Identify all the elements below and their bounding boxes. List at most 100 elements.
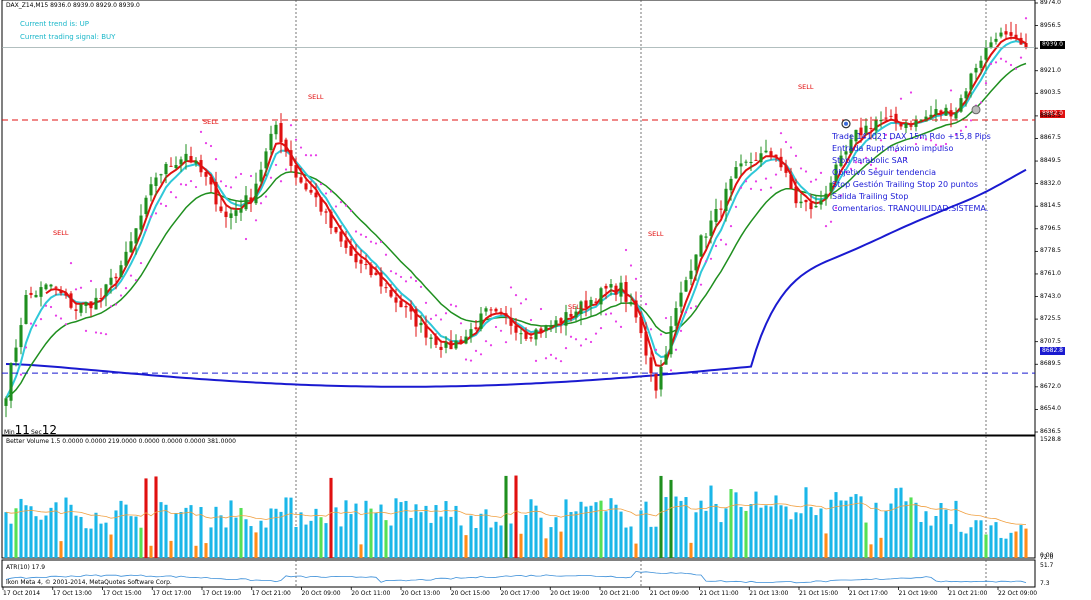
candle-body (89, 301, 93, 309)
candle-body (844, 151, 848, 155)
candle-body (864, 125, 868, 133)
sar-dot (204, 142, 208, 145)
candle-body (339, 231, 343, 242)
note-line: Trade 141021 DAX 15m Rdo +15,8 Pips (832, 132, 991, 141)
sar-dot (159, 202, 163, 205)
sar-dot (789, 146, 793, 149)
volume-bar (929, 525, 933, 558)
volume-bar (179, 511, 183, 558)
volume-bar (864, 522, 868, 558)
sar-dot (364, 235, 368, 239)
volume-bar (69, 504, 73, 558)
candle-body (639, 316, 643, 334)
volume-bar (869, 544, 873, 558)
blue-level-tag: 8682.8 (1040, 347, 1065, 355)
time-tick-label: 17 Oct 19:00 (202, 590, 242, 597)
sar-dot (469, 359, 473, 362)
price-tick-label: 8778.5 (1040, 247, 1061, 255)
volume-bar (1009, 532, 1013, 558)
volume-bar (114, 510, 118, 558)
volume-bar (439, 516, 443, 558)
note-line: Salida Trailing Stop (832, 192, 909, 201)
sar-dot (334, 205, 338, 208)
candle-body (479, 313, 483, 329)
time-tick-label: 20 Oct 17:00 (500, 590, 540, 597)
volume-bar (784, 506, 788, 558)
candle-body (884, 117, 888, 119)
volume-bar (564, 499, 568, 558)
candle-body (889, 115, 893, 117)
volume-bar (744, 510, 748, 558)
candle-body (129, 241, 133, 253)
candle-body (774, 154, 778, 158)
candle-body (464, 336, 468, 344)
sar-dot (809, 180, 813, 183)
volume-bar (49, 507, 53, 558)
price-tick-label: 8689.5 (1040, 360, 1061, 368)
candle-body (514, 325, 518, 333)
volume-bar (249, 526, 253, 558)
sar-dot (564, 347, 568, 350)
volume-bar (459, 525, 463, 558)
sar-dot (499, 329, 503, 332)
volume-bar (709, 485, 713, 558)
volume-bar (444, 501, 448, 558)
sar-dot (219, 180, 223, 183)
candle-body (134, 228, 138, 244)
volume-bar (79, 516, 83, 558)
candle-body (759, 153, 763, 163)
sar-dot (79, 286, 83, 289)
candle-body (319, 197, 323, 212)
sar-dot (404, 280, 408, 283)
candle-body (939, 110, 943, 114)
sar-dot (379, 240, 383, 243)
candle-body (94, 297, 98, 310)
sar-dot (229, 186, 233, 189)
sar-dot (569, 335, 573, 338)
candle-body (334, 227, 338, 233)
volume-bar (24, 505, 28, 558)
volume-bar (934, 515, 938, 558)
sar-dot (444, 312, 448, 315)
volume-bar (994, 522, 998, 558)
sar-dot (299, 146, 303, 149)
volume-bar (94, 512, 98, 558)
volume-bar (544, 538, 548, 558)
trading-signal-status: Current trading signal: BUY (20, 33, 116, 41)
candle-body (179, 159, 183, 165)
volume-bar (684, 497, 688, 558)
candle-body (389, 290, 393, 297)
cyan-ma-line (5, 40, 1027, 399)
sar-dot (994, 61, 998, 64)
candle-body (294, 165, 298, 178)
volume-bar (519, 533, 523, 558)
trade-entry-marker (841, 119, 851, 129)
candle-body (139, 215, 143, 230)
candle-body (379, 272, 383, 287)
candle-body (289, 150, 293, 166)
volume-bar (339, 526, 343, 558)
candle-body (359, 259, 363, 264)
sar-dot (849, 167, 853, 170)
sar-dot (429, 317, 433, 320)
time-tick-label: 21 Oct 13:00 (749, 590, 789, 597)
candle-body (74, 309, 78, 311)
volume-bar (469, 515, 473, 558)
candle-body (674, 308, 678, 326)
candle-body (354, 253, 358, 263)
candle-body (764, 150, 768, 153)
price-tick-label: 8956.5 (1040, 21, 1061, 29)
volume-bar (14, 508, 18, 558)
candle-body (624, 282, 628, 302)
sar-dot (749, 187, 753, 190)
volume-bar (279, 511, 283, 558)
current-price-tag: 8939.0 (1040, 41, 1065, 49)
copyright-text: Ikon Meta 4, © 2001-2014, MetaQuotes Sof… (6, 579, 172, 586)
candle-body (264, 151, 268, 169)
volume-bar (259, 520, 263, 558)
atr-line (5, 570, 1027, 584)
sar-dot (174, 196, 178, 199)
sar-dot (374, 242, 378, 245)
time-tick-label: 17 Oct 13:00 (52, 590, 92, 597)
